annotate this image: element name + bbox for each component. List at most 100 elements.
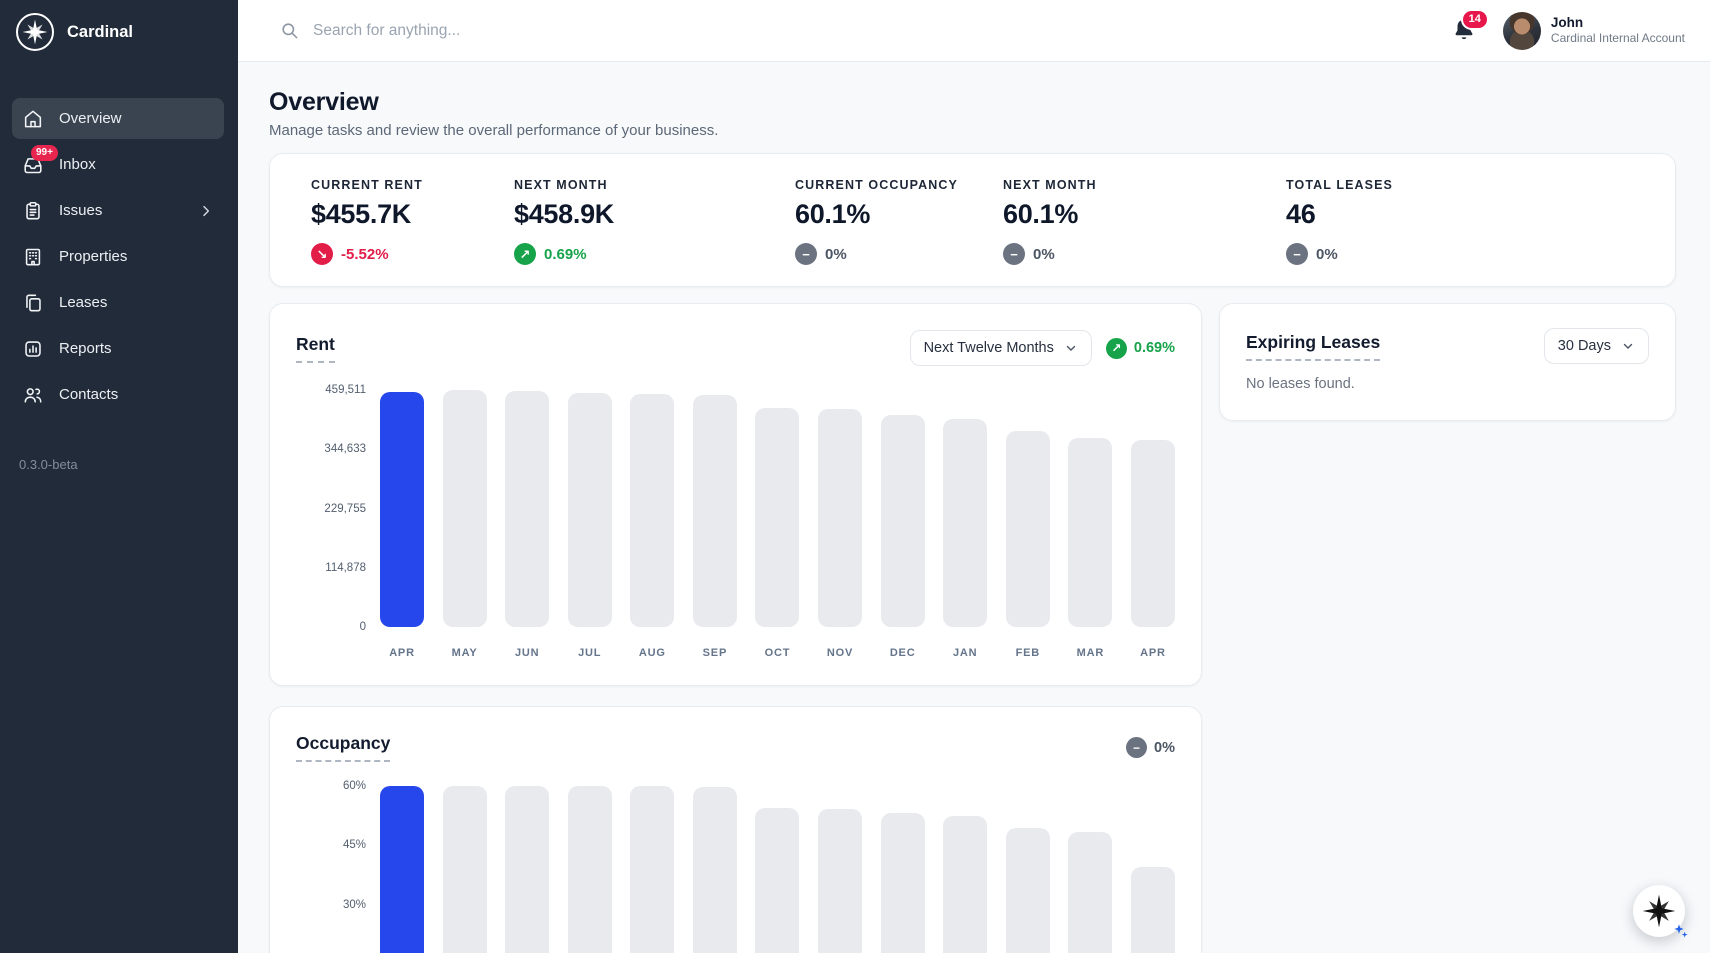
stat-label: NEXT MONTH <box>514 178 608 192</box>
kpi-stats-card: CURRENT RENT $455.7K ↘ -5.52% NEXT MONTH $458… <box>269 153 1676 287</box>
x-axis-label: JAN <box>953 647 978 659</box>
expiring-range-dropdown[interactable]: 30 Days <box>1543 328 1649 364</box>
user-menu[interactable]: John Cardinal Internal Account <box>1502 11 1685 50</box>
bar-may <box>442 785 487 953</box>
bar-jun <box>505 786 550 953</box>
trend-flat-icon: − <box>795 243 817 265</box>
y-axis-tick: 60% <box>342 780 366 792</box>
chevron-down-icon <box>1623 343 1633 350</box>
brand: Cardinal <box>0 0 238 64</box>
kpi-stat: NEXT MONTH $458.9K ↗ 0.69% <box>514 178 795 286</box>
rent-card-title: Rent <box>296 334 335 363</box>
notifications-button[interactable]: 14 <box>1451 8 1489 45</box>
stat-delta-value: -5.52% <box>341 245 389 263</box>
x-axis-label: APR <box>389 647 415 659</box>
user-account: Cardinal Internal Account <box>1550 31 1685 46</box>
expiring-leases-card: Expiring Leases 30 Days No leases found. <box>1219 303 1676 421</box>
home-icon <box>22 108 44 130</box>
bar-sep <box>692 787 737 953</box>
sidebar-item-overview[interactable]: Overview <box>12 98 224 139</box>
occupancy-card: Occupancy − 0% 60%45%30% APRMAYJUNJULAUG… <box>269 706 1202 953</box>
reports-icon <box>22 338 44 360</box>
bar-jun <box>505 390 550 627</box>
rent-card: Rent Next Twelve Months ↗ 0.69% 459,511 3… <box>269 303 1202 686</box>
sidebar-item-label: Reports <box>59 340 112 357</box>
bar-nov <box>818 409 863 627</box>
x-axis-label: AUG <box>638 647 666 659</box>
contacts-icon <box>22 384 44 406</box>
trend-flat-icon: − <box>1126 737 1148 758</box>
search-input[interactable] <box>313 21 833 40</box>
bar-apr <box>1130 867 1175 953</box>
topbar: 14 John Cardinal Internal Account <box>238 0 1710 62</box>
stat-value: 46 <box>1286 199 1316 229</box>
bar-jul <box>567 786 612 953</box>
user-name: John <box>1550 14 1584 30</box>
stat-delta-value: 0.69% <box>544 245 587 263</box>
trend-flat-icon: − <box>1286 243 1308 265</box>
bar-feb <box>1005 431 1050 627</box>
expiring-leases-title: Expiring Leases <box>1246 332 1381 361</box>
expiring-empty-message: No leases found. <box>1246 376 1355 392</box>
occupancy-delta-badge: − 0% <box>1126 737 1175 758</box>
assistant-fab[interactable] <box>1633 885 1688 938</box>
sidebar-item-contacts[interactable]: Contacts <box>12 374 224 415</box>
notifications-count-badge: 14 <box>1460 8 1489 30</box>
bar-sep <box>692 395 737 627</box>
stat-delta: −0% <box>1003 243 1286 265</box>
content: Overview Manage tasks and review the ove… <box>238 62 1710 953</box>
sidebar-item-label: Inbox <box>59 156 96 173</box>
trend-flat-icon: − <box>1003 243 1025 265</box>
trend-up-icon: ↗ <box>514 243 536 265</box>
expiring-range-value: 30 Days <box>1557 338 1611 354</box>
chevron-down-icon <box>1066 345 1076 352</box>
bar-nov <box>818 808 863 953</box>
trend-down-icon: ↘ <box>311 243 333 265</box>
stat-value: 60.1% <box>795 199 871 229</box>
trend-up-icon: ↗ <box>1105 337 1127 359</box>
sidebar-item-issues[interactable]: Issues <box>12 190 224 231</box>
bar-jul <box>567 393 612 627</box>
bar-oct <box>755 808 800 953</box>
sidebar-item-reports[interactable]: Reports <box>12 328 224 369</box>
y-axis-tick: 459,511 <box>325 384 366 396</box>
charts-row: Rent Next Twelve Months ↗ 0.69% 459,511 3… <box>269 303 1676 686</box>
bar-aug <box>630 786 675 953</box>
kpi-stat: TOTAL LEASES 46 −0% <box>1286 178 1675 286</box>
sidebar-item-label: Issues <box>59 202 103 219</box>
y-axis-tick: 114,878 <box>325 561 366 574</box>
inbox-icon: 99+ <box>22 144 58 176</box>
compass-logo-icon <box>16 13 54 51</box>
bar-jan <box>943 815 988 953</box>
kpi-stat: CURRENT RENT $455.7K ↘ -5.52% <box>311 178 514 286</box>
y-axis-tick: 45% <box>342 839 366 852</box>
bar-apr-current <box>380 785 424 953</box>
stat-delta: ↗ 0.69% <box>514 243 795 265</box>
page-subtitle: Manage tasks and review the overall perf… <box>269 122 719 139</box>
kpi-stat: NEXT MONTH 60.1% −0% <box>1003 178 1286 286</box>
y-axis-tick: 229,755 <box>324 502 366 515</box>
sidebar-item-inbox[interactable]: 99+ Inbox <box>12 144 224 185</box>
sidebar-item-leases[interactable]: Leases <box>12 282 224 323</box>
topbar-right: 14 John Cardinal Internal Account <box>1451 8 1685 50</box>
sparkle-icon <box>1673 923 1689 939</box>
compass-icon <box>1642 894 1676 928</box>
x-axis-label: DEC <box>889 647 916 659</box>
x-axis-label: SEP <box>702 647 728 659</box>
x-axis-label: MAY <box>451 647 478 659</box>
y-axis-tick: 344,633 <box>324 443 366 456</box>
bar-jan <box>943 419 988 627</box>
sidebar-item-label: Leases <box>59 294 108 311</box>
occupancy-chart-bars <box>380 785 1175 953</box>
rent-range-dropdown[interactable]: Next Twelve Months <box>909 330 1092 366</box>
issues-icon <box>22 200 44 222</box>
stat-delta: −0% <box>1286 243 1675 265</box>
stat-delta: ↘ -5.52% <box>311 243 514 265</box>
stat-value: $458.9K <box>514 199 614 229</box>
stat-value: 60.1% <box>1003 199 1079 229</box>
stat-delta-value: 0% <box>1316 245 1338 263</box>
sidebar-nav: Overview 99+ Inbox Issues Properties Leases Re… <box>0 98 238 415</box>
sidebar-item-properties[interactable]: Properties <box>12 236 224 277</box>
sidebar-item-label: Properties <box>59 248 128 265</box>
chevron-right-icon <box>198 203 214 219</box>
